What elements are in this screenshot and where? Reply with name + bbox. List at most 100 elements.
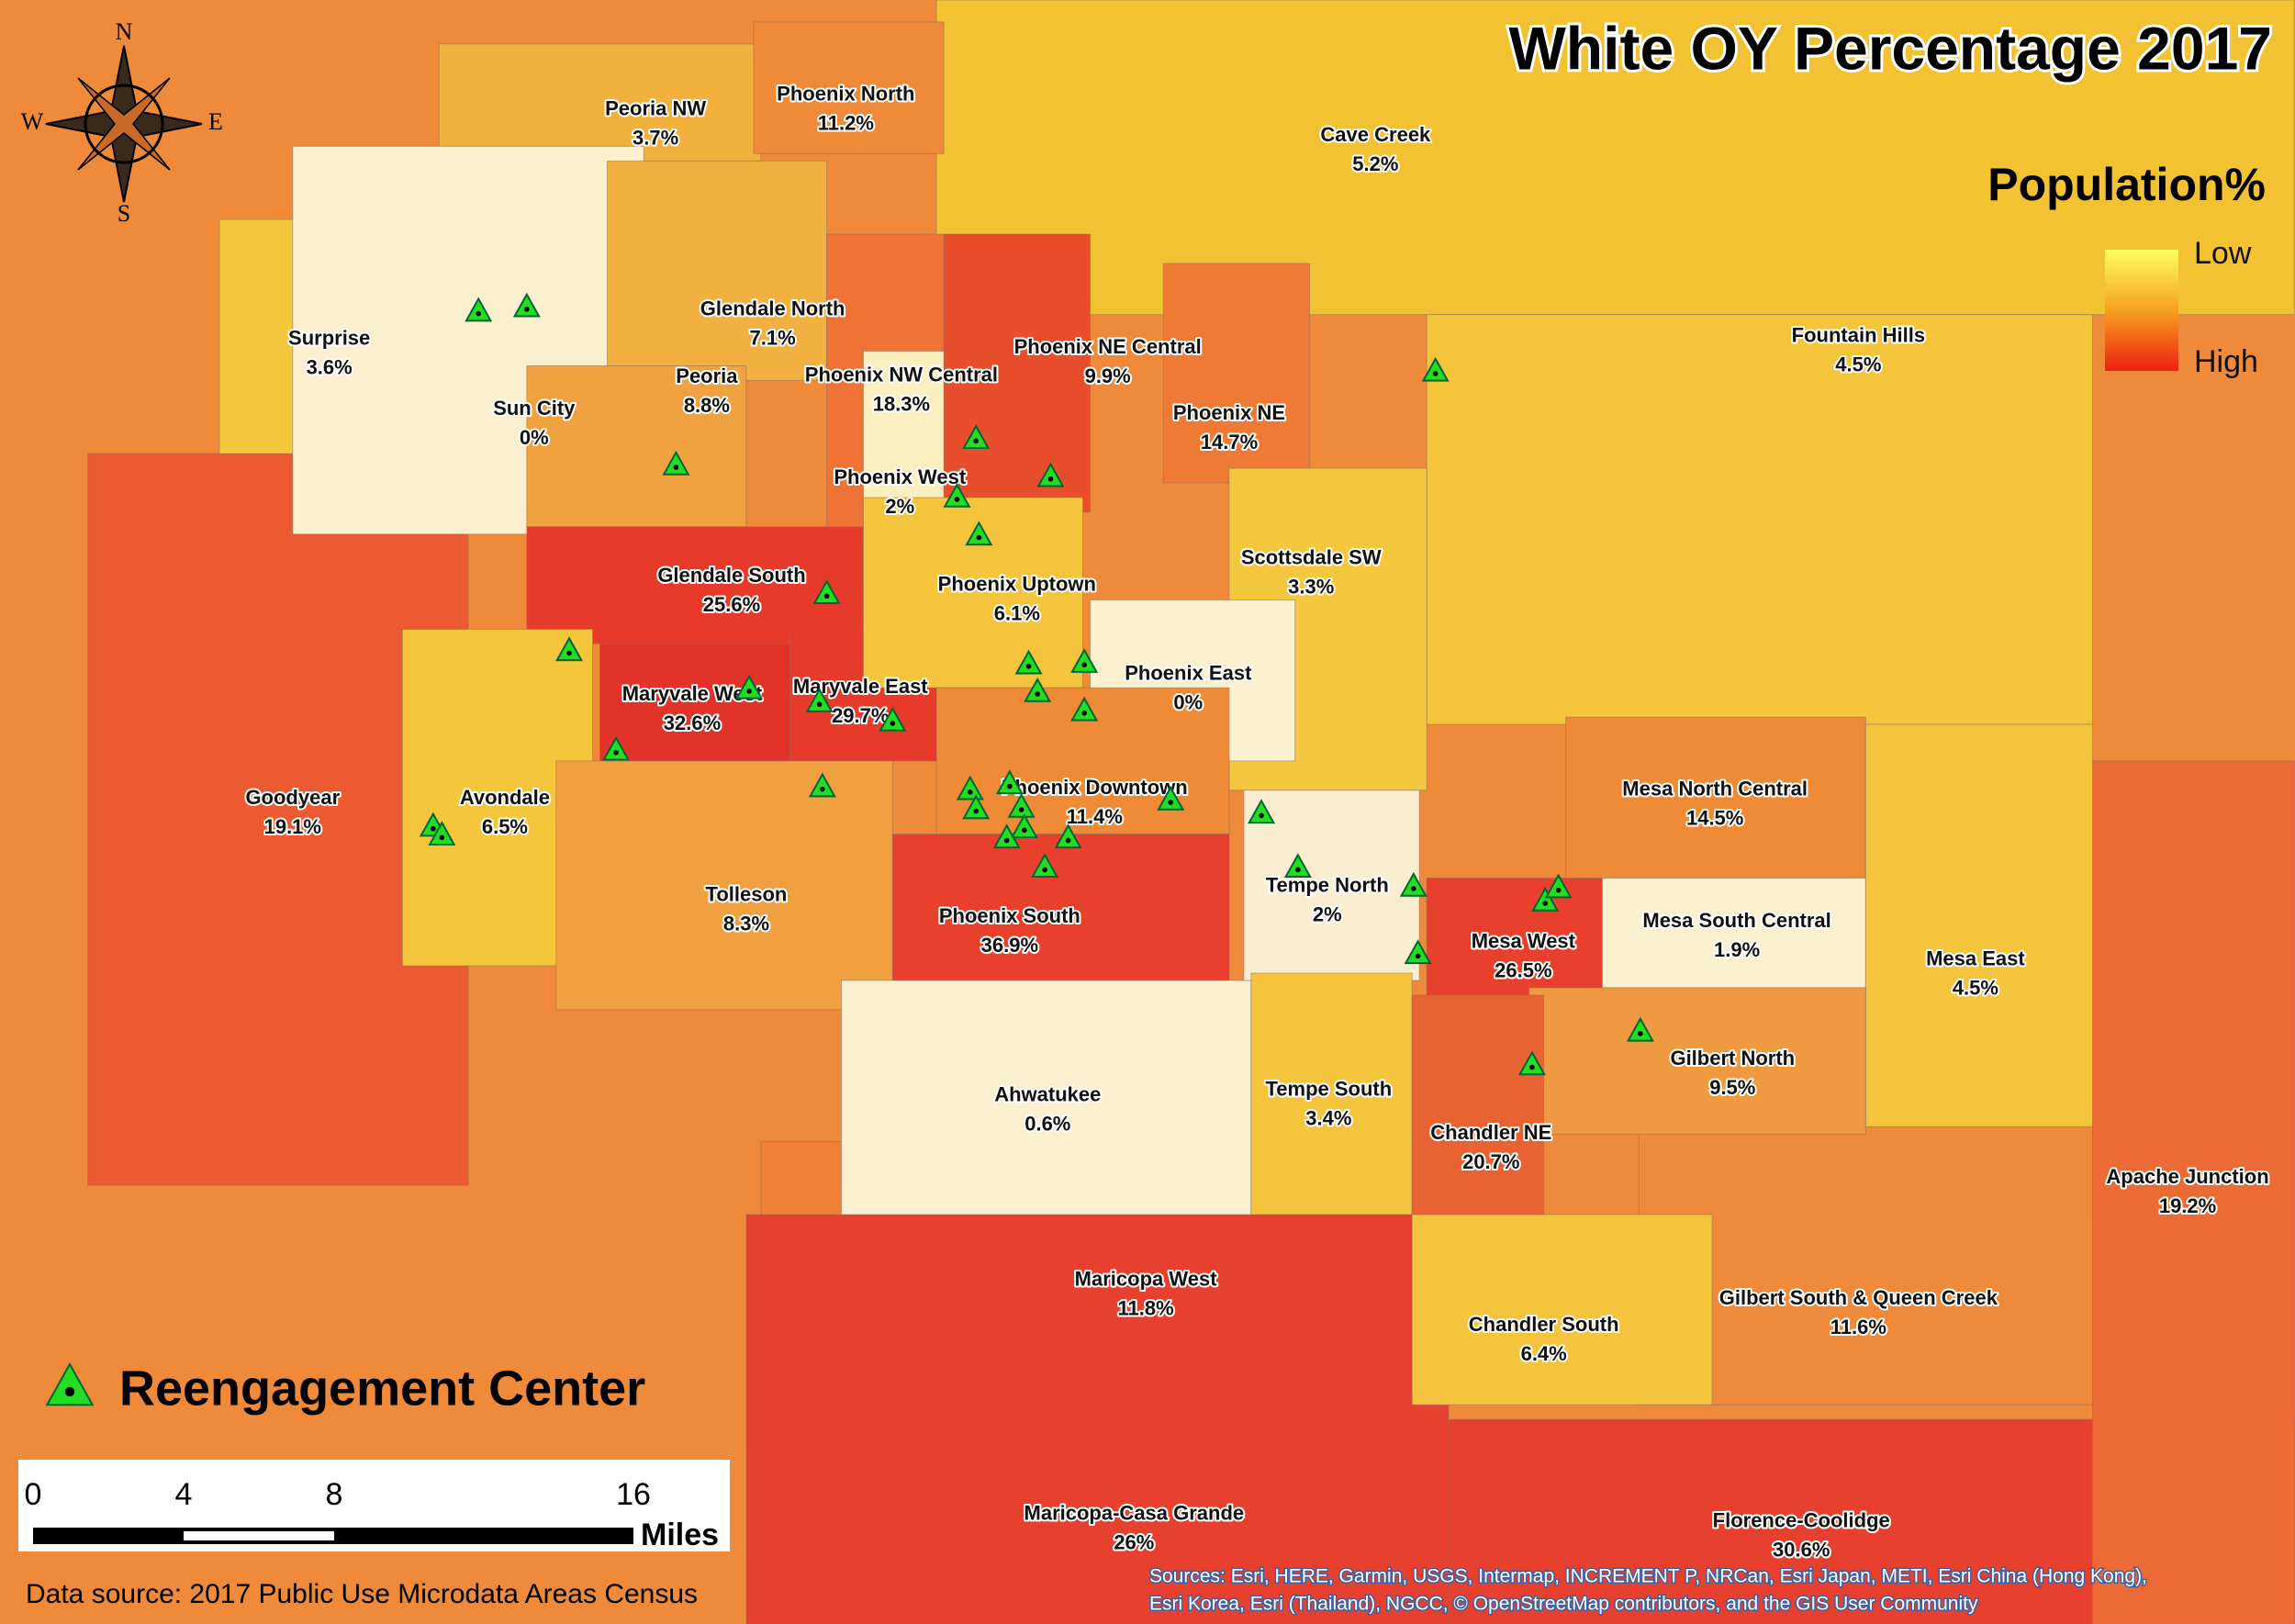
- reengagement-marker: [805, 688, 834, 712]
- region-name: Mesa North Central: [1622, 778, 1808, 801]
- region-name: Gilbert South & Queen Creek: [1719, 1286, 1998, 1309]
- marker-dot: [1007, 783, 1013, 790]
- reengagement-marker: [1283, 853, 1312, 879]
- marker-dot: [1259, 812, 1264, 819]
- marker-dot: [476, 310, 482, 317]
- compass-w: W: [21, 108, 44, 135]
- region-value: 8.8%: [684, 394, 730, 417]
- reengagement-marker: [992, 823, 1021, 849]
- region-name: Tempe South: [1265, 1077, 1392, 1100]
- reengagement-marker: [879, 706, 907, 732]
- reengagement-marker: [1010, 813, 1038, 839]
- region-name: Sun City: [493, 397, 576, 420]
- marker-dot: [1035, 691, 1040, 697]
- map-title: White OY Percentage 2017: [1509, 14, 2272, 82]
- marker-dot: [820, 786, 825, 792]
- region-value: 11.2%: [818, 111, 874, 134]
- marker-dot: [1018, 807, 1024, 812]
- legend-high: High: [2194, 344, 2258, 379]
- reengagement-marker: [808, 772, 836, 798]
- compass-s: S: [118, 200, 130, 227]
- region-name: Scottsdale SW: [1241, 546, 1382, 569]
- legend-marker-label: Reengagement Center: [119, 1361, 645, 1416]
- marker-dot: [1042, 867, 1047, 873]
- marker-dot: [439, 834, 445, 841]
- region: [607, 160, 828, 381]
- marker-dot: [1025, 663, 1032, 669]
- region: [753, 21, 945, 154]
- marker-dot: [1638, 1031, 1643, 1036]
- legend-title: Population%: [1987, 159, 2266, 210]
- reengagement-marker: [962, 424, 991, 449]
- region-name: Tolleson: [706, 882, 788, 905]
- region-value: 8.3%: [723, 912, 769, 935]
- reengagement-marker: [812, 579, 841, 604]
- region-value: 25.6%: [703, 593, 760, 616]
- region-value: 1.9%: [1714, 938, 1760, 961]
- region: [1162, 263, 1311, 484]
- reengagement-marker: [1007, 792, 1036, 818]
- marker-dot: [673, 465, 679, 470]
- region-value: 0.6%: [1024, 1113, 1070, 1136]
- reengagement-marker: [602, 735, 631, 761]
- marker-dot: [1081, 710, 1087, 716]
- region-value: 14.5%: [1686, 807, 1743, 830]
- reengagement-marker: [1036, 462, 1065, 487]
- region-name: Phoenix North: [777, 82, 914, 105]
- reengagement-marker: [1404, 939, 1432, 965]
- compass-diag: [77, 77, 171, 171]
- region-name: Florence-Coolidge: [1713, 1509, 1890, 1532]
- marker-dot: [890, 721, 896, 726]
- marker-dot: [1047, 476, 1054, 482]
- region-value: 9.5%: [1709, 1076, 1755, 1099]
- data-source: Data source: 2017 Public Use Microdata A…: [26, 1579, 698, 1609]
- marker-dot: [1081, 662, 1087, 667]
- region: [862, 497, 1084, 689]
- region-name: Mesa South Central: [1642, 909, 1830, 932]
- region: [745, 1214, 1450, 1624]
- reengagement-marker: [1399, 871, 1427, 897]
- scale-tick-label: 8: [326, 1477, 343, 1512]
- region: [526, 526, 864, 644]
- region: [1250, 972, 1413, 1215]
- region-value: 14.7%: [1201, 431, 1258, 454]
- region: [841, 980, 1252, 1215]
- marker-dot: [1542, 901, 1549, 906]
- reengagement-marker: [1070, 696, 1099, 722]
- marker-dot: [823, 593, 830, 599]
- region-name: Phoenix NE: [1173, 401, 1285, 424]
- region-value: 0%: [1173, 691, 1203, 714]
- region-value: 0%: [520, 426, 549, 449]
- region-name: Chandler South: [1469, 1313, 1619, 1336]
- region-name: Surprise: [288, 327, 370, 350]
- marker-dot: [1295, 867, 1301, 873]
- reengagement-marker: [1024, 677, 1052, 702]
- region-value: 3.7%: [633, 126, 678, 149]
- scale-tick-label: 4: [175, 1477, 193, 1512]
- region-name: Glendale North: [700, 297, 845, 320]
- reengagement-marker: [662, 450, 690, 476]
- region-value: 4.5%: [1835, 353, 1881, 375]
- reengagement-marker: [735, 674, 764, 700]
- marker-dot: [1022, 827, 1027, 834]
- reengagement-marker: [1421, 356, 1450, 382]
- compass-n: N: [116, 18, 133, 45]
- region-value: 18.3%: [873, 392, 930, 415]
- region-value: 19.1%: [264, 815, 321, 838]
- region-name: Fountain Hills: [1792, 323, 1925, 346]
- reengagement-marker: [1014, 649, 1043, 675]
- region-name: Peoria NW: [605, 96, 706, 119]
- marker-dot: [1003, 837, 1010, 844]
- reengagement-marker: [1248, 799, 1276, 824]
- reengagement-marker: [1054, 823, 1082, 849]
- region: [935, 0, 2295, 316]
- marker-dot: [973, 808, 979, 814]
- attribution: Esri Korea, Esri (Thailand), NGCC, © Ope…: [1149, 1594, 1978, 1615]
- marker-dot: [976, 534, 982, 541]
- reengagement-marker: [956, 775, 984, 801]
- region-value: 29.7%: [832, 704, 889, 727]
- region-value: 3.3%: [1288, 576, 1334, 599]
- region: [599, 643, 791, 762]
- region-name: Phoenix East: [1125, 662, 1252, 685]
